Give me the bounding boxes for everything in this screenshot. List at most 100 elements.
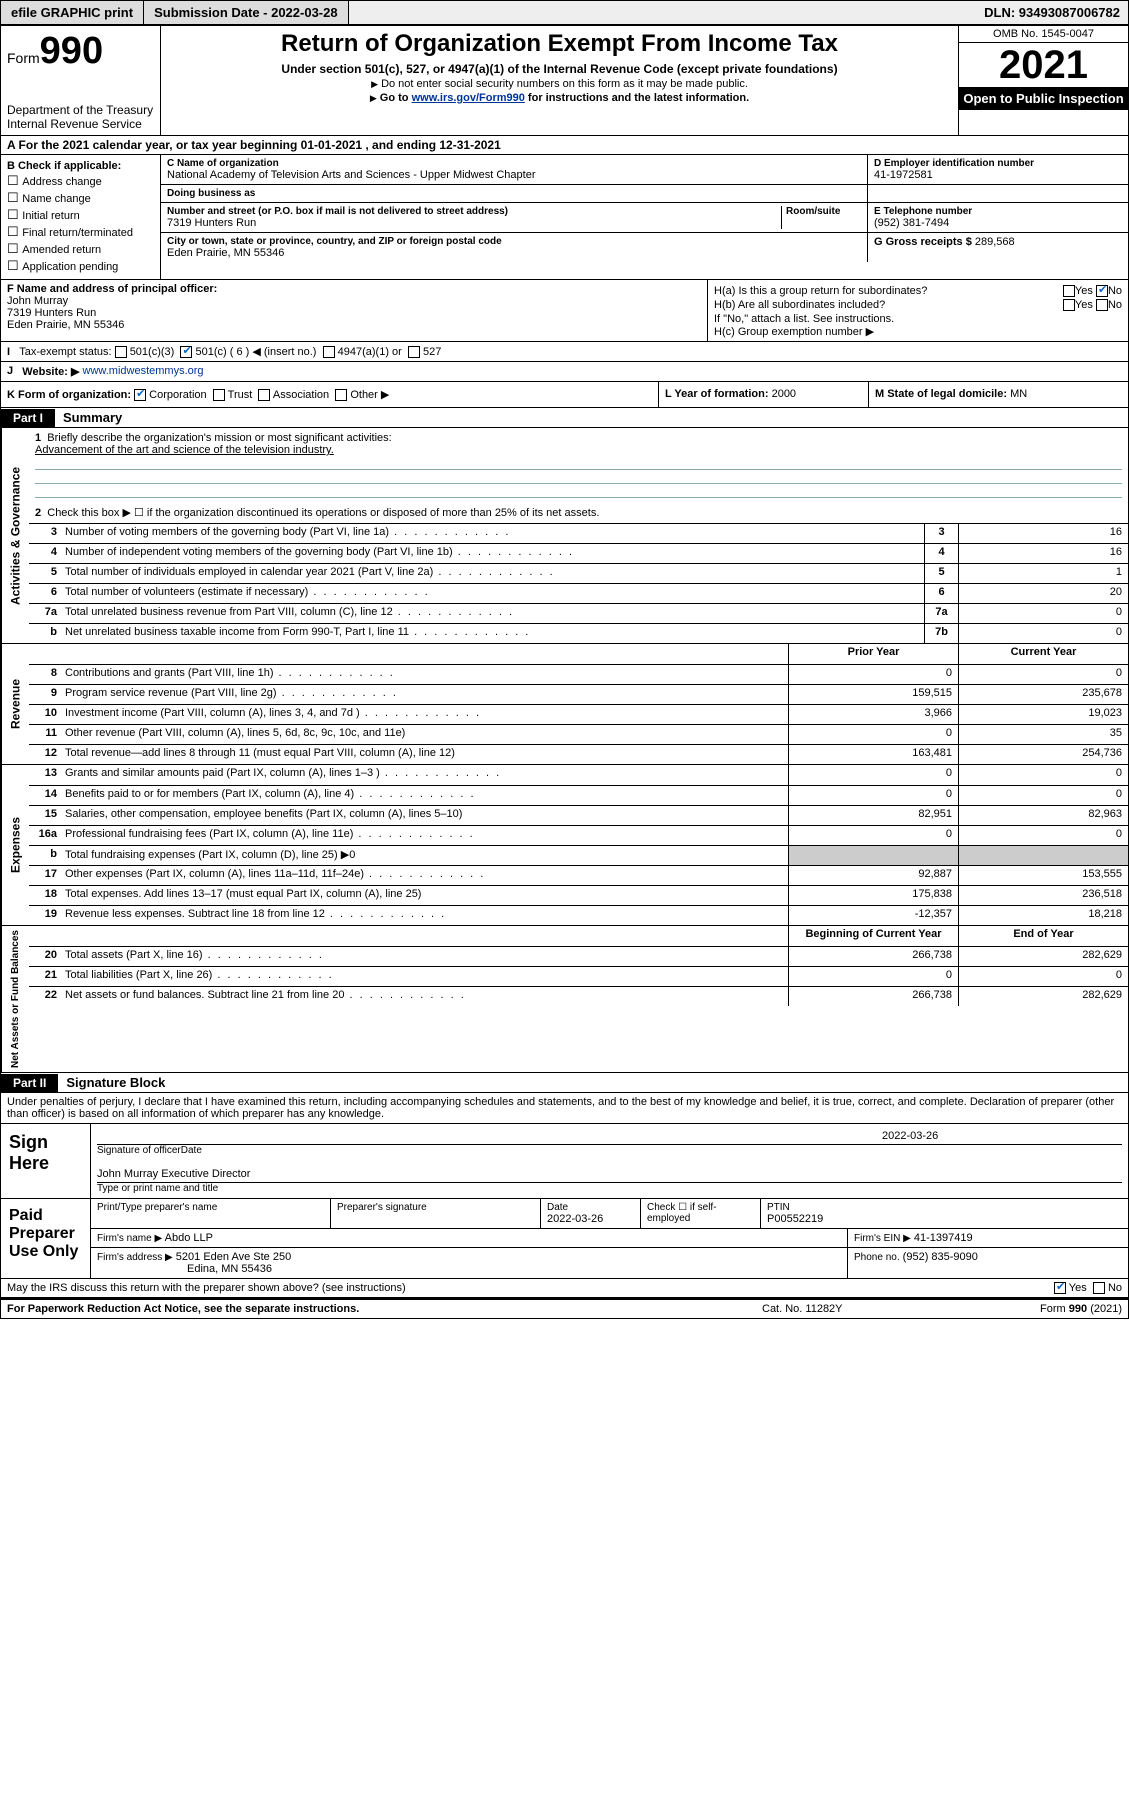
side-net-assets: Net Assets or Fund Balances	[1, 926, 29, 1072]
addr-label: Number and street (or P.O. box if mail i…	[167, 206, 781, 217]
gross-value: 289,568	[975, 236, 1015, 248]
no-label: No	[1108, 285, 1122, 297]
ln: 14	[29, 786, 61, 805]
dept-treasury: Department of the Treasury	[7, 103, 154, 117]
phone-label: E Telephone number	[874, 206, 1122, 217]
efile-print-button[interactable]: efile GRAPHIC print	[1, 1, 144, 24]
ld: Total number of volunteers (estimate if …	[65, 586, 308, 598]
hdr-prior: Prior Year	[788, 644, 958, 664]
phone-value: (952) 381-7494	[874, 217, 1122, 229]
chk-501c[interactable]	[180, 346, 192, 358]
discuss-label: May the IRS discuss this return with the…	[7, 1282, 406, 1294]
lrn: 6	[924, 584, 958, 603]
lv: 1	[958, 564, 1128, 583]
type-name-label: Type or print name and title	[97, 1183, 1122, 1194]
firm-addr: 5201 Eden Ave Ste 250	[176, 1251, 291, 1263]
hdr-current: Current Year	[958, 644, 1128, 664]
website-link[interactable]: www.midwestemmys.org	[83, 365, 204, 378]
discuss-no[interactable]	[1093, 1282, 1105, 1294]
chk-trust[interactable]	[213, 389, 225, 401]
expenses-section: Expenses 13Grants and similar amounts pa…	[1, 765, 1128, 926]
chk-4947[interactable]	[323, 346, 335, 358]
ld: Contributions and grants (Part VIII, lin…	[65, 667, 274, 679]
ha-yes[interactable]	[1063, 285, 1075, 297]
ln: 11	[29, 725, 61, 744]
ld: Revenue less expenses. Subtract line 18 …	[65, 908, 325, 920]
ld: Investment income (Part VIII, column (A)…	[65, 707, 360, 719]
net-assets-section: Net Assets or Fund Balances Beginning of…	[1, 926, 1128, 1073]
tax-exempt-label: Tax-exempt status:	[19, 346, 111, 358]
prep-sig-label: Preparer's signature	[337, 1202, 534, 1213]
ln: 22	[29, 987, 61, 1006]
chk-corporation[interactable]	[134, 389, 146, 401]
irs-link[interactable]: www.irs.gov/Form990	[412, 92, 525, 104]
lv: 16	[958, 524, 1128, 543]
lp: 266,738	[788, 987, 958, 1006]
footer: For Paperwork Reduction Act Notice, see …	[1, 1299, 1128, 1318]
state-domicile-label: M State of legal domicile:	[875, 388, 1007, 400]
opt-501c: 501(c) ( 6 ) ◀ (insert no.)	[196, 346, 317, 358]
lv: 0	[958, 624, 1128, 643]
ln: 6	[29, 584, 61, 603]
officer-addr1: 7319 Hunters Run	[7, 307, 701, 319]
chk-final-return[interactable]: Final return/terminated	[7, 224, 154, 240]
lc: 0	[958, 786, 1128, 805]
org-name: National Academy of Television Arts and …	[167, 169, 861, 181]
year-formation-label: L Year of formation:	[665, 388, 769, 400]
ln: b	[29, 846, 61, 865]
ein-value: 41-1972581	[874, 169, 1122, 181]
form-ref: Form 990 (2021)	[962, 1303, 1122, 1315]
ln: 17	[29, 866, 61, 885]
chk-name-change[interactable]: Name change	[7, 190, 154, 206]
chk-application-pending[interactable]: Application pending	[7, 258, 154, 274]
officer-name-title: John Murray Executive Director	[97, 1168, 1122, 1180]
lrn: 4	[924, 544, 958, 563]
dln-label: DLN: 93493087006782	[976, 1, 1128, 24]
lc: 235,678	[958, 685, 1128, 704]
lp: 82,951	[788, 806, 958, 825]
lc: 0	[958, 765, 1128, 785]
form-label: Form	[7, 50, 40, 66]
ld: Other expenses (Part IX, column (A), lin…	[65, 868, 364, 880]
section-b-c-d: B Check if applicable: Address change Na…	[1, 155, 1128, 280]
chk-527[interactable]	[408, 346, 420, 358]
ln: b	[29, 624, 61, 643]
side-governance: Activities & Governance	[1, 428, 29, 643]
lc: 82,963	[958, 806, 1128, 825]
chk-501c3[interactable]	[115, 346, 127, 358]
row-i: I Tax-exempt status: 501(c)(3) 501(c) ( …	[1, 342, 1128, 362]
lp: 159,515	[788, 685, 958, 704]
hb-no[interactable]	[1096, 299, 1108, 311]
chk-address-change[interactable]: Address change	[7, 173, 154, 189]
lc: 282,629	[958, 987, 1128, 1006]
ln: 18	[29, 886, 61, 905]
ptin-label: PTIN	[767, 1202, 1122, 1213]
submission-date-label: Submission Date - 2022-03-28	[144, 1, 349, 24]
firm-ein-label: Firm's EIN ▶	[854, 1233, 911, 1244]
row-a-tax-year: A For the 2021 calendar year, or tax yea…	[1, 136, 1128, 155]
hb-yes[interactable]	[1063, 299, 1075, 311]
chk-initial-return[interactable]: Initial return	[7, 207, 154, 223]
lc: 35	[958, 725, 1128, 744]
lp: 163,481	[788, 745, 958, 764]
ha-no[interactable]	[1096, 285, 1108, 297]
tax-year: 2021	[959, 43, 1128, 87]
chk-association[interactable]	[258, 389, 270, 401]
side-revenue: Revenue	[1, 644, 29, 764]
lp: 0	[788, 786, 958, 805]
chk-amended-return[interactable]: Amended return	[7, 241, 154, 257]
addr-value: 7319 Hunters Run	[167, 217, 781, 229]
chk-other[interactable]	[335, 389, 347, 401]
discuss-yes[interactable]	[1054, 1282, 1066, 1294]
ld: Program service revenue (Part VIII, line…	[65, 687, 277, 699]
yes-label: Yes	[1069, 1282, 1087, 1294]
ld: Total assets (Part X, line 16)	[65, 949, 203, 961]
ld: Total unrelated business revenue from Pa…	[65, 606, 393, 618]
ln: 9	[29, 685, 61, 704]
city-label: City or town, state or province, country…	[167, 236, 861, 247]
lv: 16	[958, 544, 1128, 563]
lrn: 7b	[924, 624, 958, 643]
ln: 7a	[29, 604, 61, 623]
ln: 12	[29, 745, 61, 764]
ln: 10	[29, 705, 61, 724]
